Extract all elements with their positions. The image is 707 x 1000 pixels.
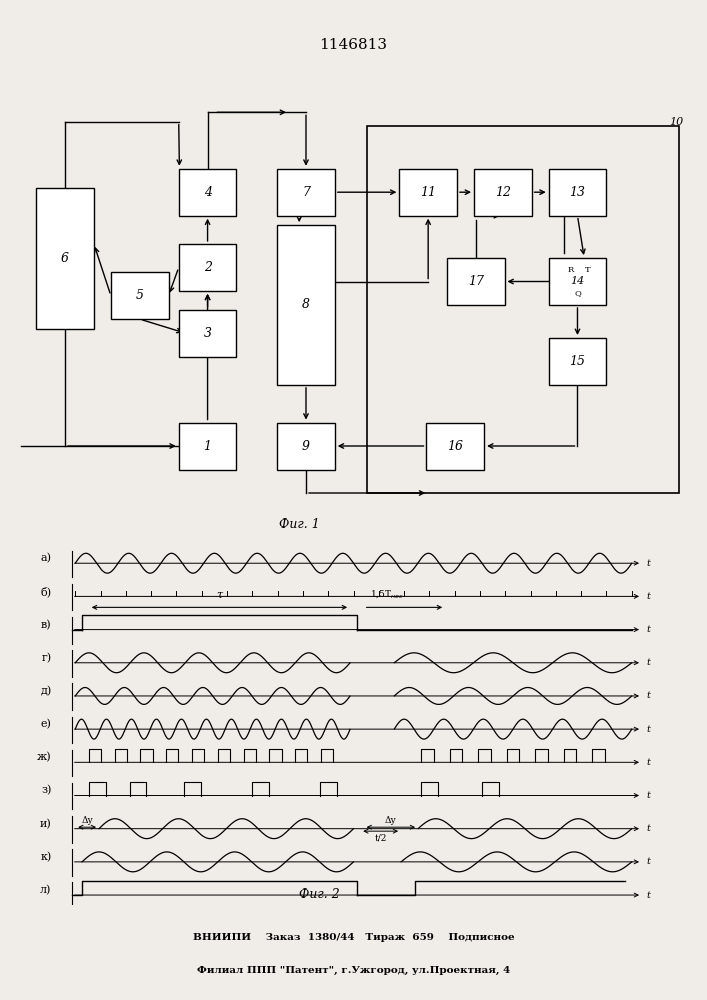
Text: Q: Q — [574, 289, 581, 297]
Text: Филиал ППП "Патент", г.Ужгород, ул.Проектная, 4: Филиал ППП "Патент", г.Ужгород, ул.Проек… — [197, 965, 510, 975]
Text: 6: 6 — [61, 251, 69, 264]
Bar — [426, 422, 484, 470]
Text: t/2: t/2 — [375, 834, 387, 843]
Bar — [277, 169, 335, 216]
Text: 16: 16 — [448, 440, 463, 452]
Bar — [549, 169, 607, 216]
Text: 1146813: 1146813 — [320, 38, 387, 52]
Text: 1,5T$_{нес}$: 1,5T$_{нес}$ — [370, 588, 404, 600]
Text: а): а) — [40, 553, 52, 563]
Text: 14: 14 — [571, 276, 585, 286]
Bar — [367, 126, 679, 493]
Text: 3: 3 — [204, 327, 211, 340]
Text: t: t — [647, 725, 650, 734]
Text: t: t — [647, 857, 650, 866]
Text: τ: τ — [216, 590, 223, 600]
Text: з): з) — [41, 785, 52, 796]
Bar — [447, 258, 505, 305]
Bar — [277, 422, 335, 470]
Text: л): л) — [40, 885, 52, 895]
Text: t: t — [647, 824, 650, 833]
Bar — [549, 258, 607, 305]
Text: 9: 9 — [302, 440, 310, 452]
Bar — [549, 338, 607, 385]
Bar — [179, 422, 236, 470]
Text: к): к) — [40, 852, 52, 862]
Text: 1: 1 — [204, 440, 211, 452]
Text: 7: 7 — [302, 186, 310, 199]
Text: Фиг. 2: Фиг. 2 — [299, 888, 340, 901]
Text: ж): ж) — [37, 752, 52, 762]
Bar — [179, 310, 236, 357]
Bar — [399, 169, 457, 216]
Text: Фиг. 1: Фиг. 1 — [279, 518, 320, 531]
Text: Δу: Δу — [385, 816, 397, 825]
Text: 10: 10 — [669, 117, 684, 127]
Text: T: T — [585, 266, 590, 274]
Bar — [36, 188, 94, 329]
Bar — [111, 272, 168, 319]
Text: t: t — [647, 559, 650, 568]
Text: ВНИИПИ    Заказ  1380/44   Тираж  659    Подписное: ВНИИПИ Заказ 1380/44 Тираж 659 Подписное — [193, 934, 514, 942]
Text: t: t — [647, 658, 650, 667]
Text: 17: 17 — [467, 275, 484, 288]
Text: t: t — [647, 791, 650, 800]
Text: 4: 4 — [204, 186, 211, 199]
Text: д): д) — [40, 686, 52, 696]
Text: t: t — [647, 625, 650, 634]
Text: t: t — [647, 691, 650, 700]
Bar — [179, 244, 236, 291]
Text: Δу: Δу — [81, 816, 93, 825]
Text: в): в) — [41, 619, 52, 630]
Text: 2: 2 — [204, 261, 211, 274]
Text: е): е) — [40, 719, 52, 729]
Text: 8: 8 — [302, 298, 310, 312]
Text: t: t — [647, 758, 650, 767]
Text: t: t — [647, 891, 650, 900]
Text: 15: 15 — [569, 355, 585, 368]
Text: t: t — [647, 592, 650, 601]
Text: б): б) — [40, 586, 52, 597]
Text: 11: 11 — [420, 186, 436, 199]
Text: и): и) — [40, 819, 52, 829]
Text: 5: 5 — [136, 289, 144, 302]
Text: 13: 13 — [569, 186, 585, 199]
Text: 12: 12 — [495, 186, 511, 199]
Bar — [474, 169, 532, 216]
Text: г): г) — [41, 653, 52, 663]
Bar — [179, 169, 236, 216]
Text: R: R — [568, 266, 574, 274]
Bar — [277, 225, 335, 385]
